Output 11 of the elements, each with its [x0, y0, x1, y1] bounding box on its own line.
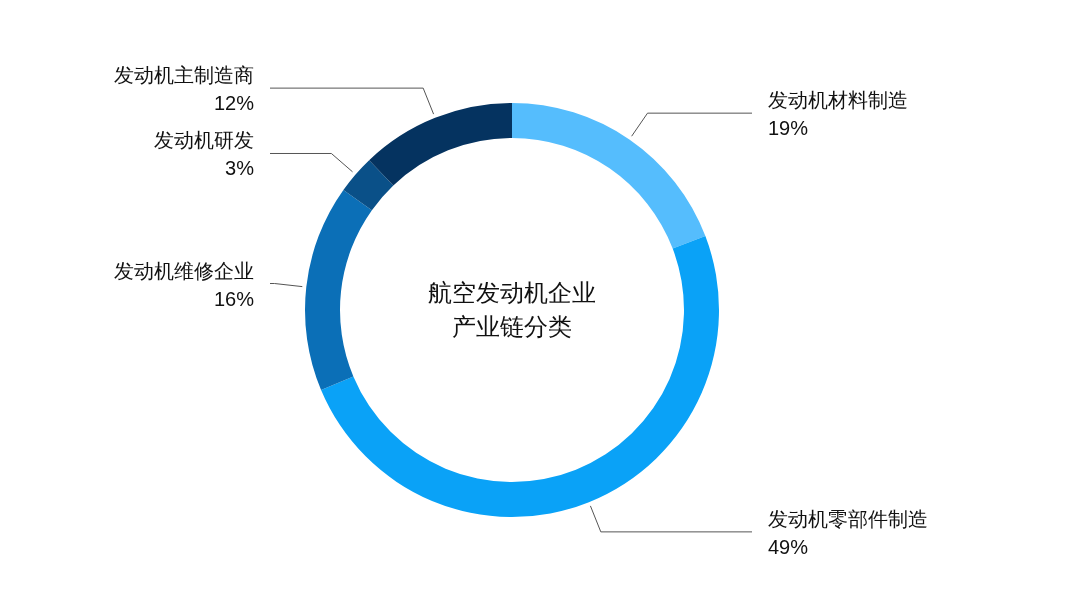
slice-label: 发动机材料制造 [768, 89, 908, 112]
data-label: 19% [768, 117, 809, 140]
slice-label: 发动机研发 [154, 129, 254, 152]
slice-label: 发动机维修企业 [114, 259, 254, 282]
text: 航空发动机企业产业链分类 [427, 278, 597, 342]
data-label: 3% [225, 157, 255, 180]
data-label: 49% [768, 535, 809, 558]
data-label: 16% [213, 287, 255, 310]
slice-label: 发动机零部件制造 [768, 507, 928, 530]
slice-label: 发动机主制造商 [114, 64, 254, 87]
data-label: 12% [213, 92, 255, 115]
